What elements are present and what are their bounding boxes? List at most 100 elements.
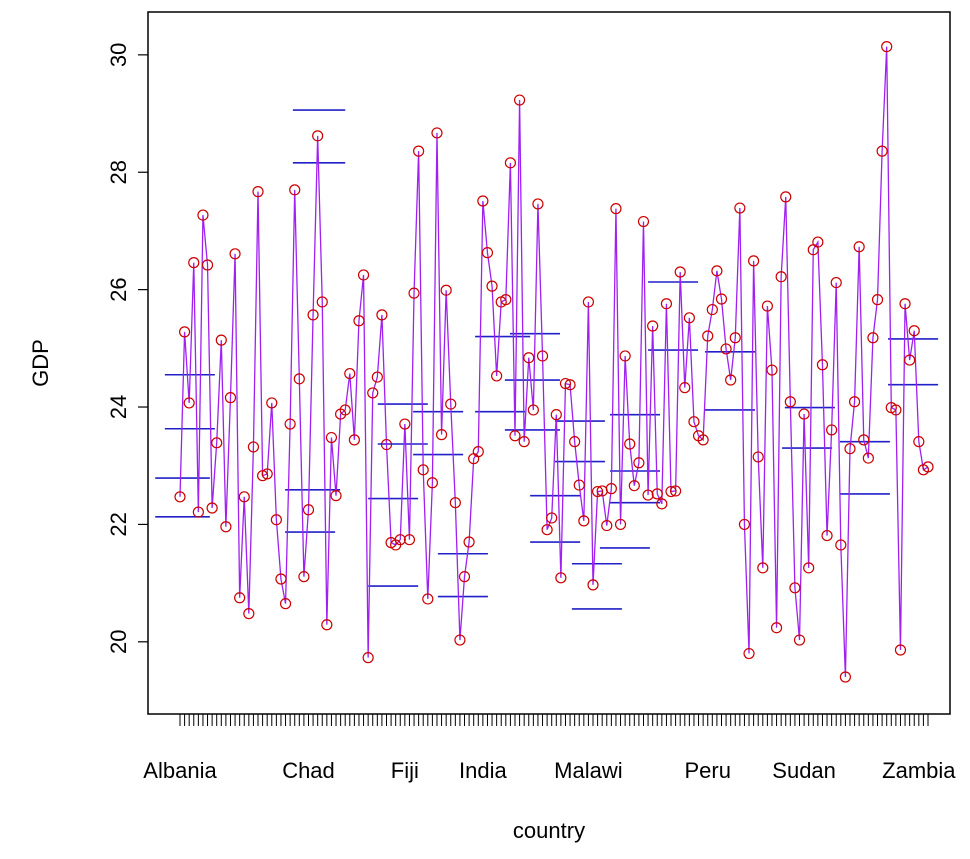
data-point bbox=[463, 536, 475, 548]
data-point bbox=[477, 195, 489, 207]
x-tick-label: Peru bbox=[684, 758, 730, 783]
data-point bbox=[403, 534, 416, 546]
data-point bbox=[821, 529, 833, 542]
data-point bbox=[715, 293, 728, 305]
data-point bbox=[853, 241, 865, 253]
data-point bbox=[445, 398, 457, 410]
data-point bbox=[904, 354, 916, 366]
data-point bbox=[688, 416, 700, 428]
x-tick-label: Zambia bbox=[882, 758, 956, 783]
data-point bbox=[413, 145, 425, 157]
y-axis-label: GDP bbox=[28, 339, 53, 387]
data-point bbox=[679, 382, 691, 394]
data-point bbox=[399, 418, 411, 430]
data-point bbox=[449, 497, 461, 509]
data-point bbox=[513, 94, 526, 106]
data-point bbox=[330, 490, 342, 502]
data-point bbox=[183, 397, 195, 409]
data-point bbox=[298, 571, 310, 583]
data-point bbox=[472, 446, 484, 458]
data-point bbox=[312, 130, 324, 142]
data-point bbox=[757, 562, 769, 574]
data-line bbox=[179, 46, 929, 678]
data-point bbox=[316, 296, 328, 308]
data-point bbox=[270, 514, 282, 526]
data-point bbox=[220, 521, 232, 533]
data-point bbox=[500, 294, 512, 306]
data-point bbox=[321, 619, 333, 631]
data-point bbox=[591, 485, 604, 498]
data-point bbox=[582, 296, 595, 308]
data-point bbox=[376, 309, 388, 321]
data-point bbox=[789, 582, 801, 594]
data-point bbox=[637, 215, 650, 228]
data-point bbox=[289, 184, 301, 196]
data-point bbox=[224, 392, 237, 404]
data-point bbox=[674, 266, 686, 278]
data-point bbox=[481, 247, 494, 259]
data-point bbox=[770, 622, 783, 634]
x-tick-label: Albania bbox=[143, 758, 217, 783]
data-point bbox=[876, 145, 888, 157]
data-point bbox=[527, 404, 539, 416]
data-point bbox=[605, 483, 617, 495]
data-point bbox=[803, 562, 815, 574]
data-point bbox=[344, 367, 356, 380]
y-tick-label: 26 bbox=[106, 277, 131, 301]
data-point bbox=[862, 452, 874, 464]
data-point bbox=[899, 298, 911, 310]
data-point bbox=[711, 265, 723, 277]
data-point bbox=[578, 515, 590, 527]
data-point bbox=[275, 573, 287, 585]
data-point bbox=[706, 303, 718, 316]
data-point bbox=[835, 539, 847, 551]
data-point bbox=[192, 506, 204, 518]
data-point bbox=[532, 198, 544, 210]
data-point bbox=[651, 488, 663, 500]
data-point bbox=[922, 461, 934, 473]
data-point bbox=[624, 438, 636, 450]
data-point bbox=[867, 332, 879, 344]
data-point bbox=[523, 352, 535, 364]
data-point bbox=[793, 634, 806, 646]
data-point bbox=[178, 326, 191, 338]
data-point bbox=[798, 408, 810, 420]
data-point bbox=[697, 434, 709, 446]
data-point bbox=[197, 209, 209, 221]
data-point bbox=[509, 430, 521, 442]
data-point bbox=[766, 364, 778, 376]
data-point bbox=[201, 259, 214, 271]
data-point bbox=[550, 409, 562, 421]
y-tick-label: 22 bbox=[106, 512, 131, 536]
data-point bbox=[371, 371, 383, 383]
data-point bbox=[174, 491, 186, 503]
data-point bbox=[908, 325, 920, 337]
data-point bbox=[839, 671, 851, 683]
data-point bbox=[858, 434, 870, 446]
data-point bbox=[266, 397, 278, 409]
x-tick-label: Malawi bbox=[554, 758, 622, 783]
data-point bbox=[454, 634, 466, 646]
data-point bbox=[761, 300, 773, 312]
data-point bbox=[380, 438, 393, 451]
data-point bbox=[307, 309, 319, 321]
data-point bbox=[252, 186, 264, 198]
data-point bbox=[614, 518, 627, 531]
data-point bbox=[302, 504, 315, 516]
data-point bbox=[293, 373, 305, 385]
data-point bbox=[555, 572, 567, 584]
data-point bbox=[780, 191, 792, 203]
data-point bbox=[394, 534, 406, 546]
data-point bbox=[871, 294, 884, 306]
data-point bbox=[913, 436, 925, 448]
data-point bbox=[234, 592, 246, 604]
data-point bbox=[830, 276, 842, 289]
data-point bbox=[720, 343, 732, 355]
data-point bbox=[775, 271, 787, 283]
data-point bbox=[518, 436, 530, 448]
data-point bbox=[559, 377, 572, 390]
x-tick-label: Fiji bbox=[391, 758, 419, 783]
data-point bbox=[238, 491, 250, 503]
data-point bbox=[738, 518, 751, 531]
